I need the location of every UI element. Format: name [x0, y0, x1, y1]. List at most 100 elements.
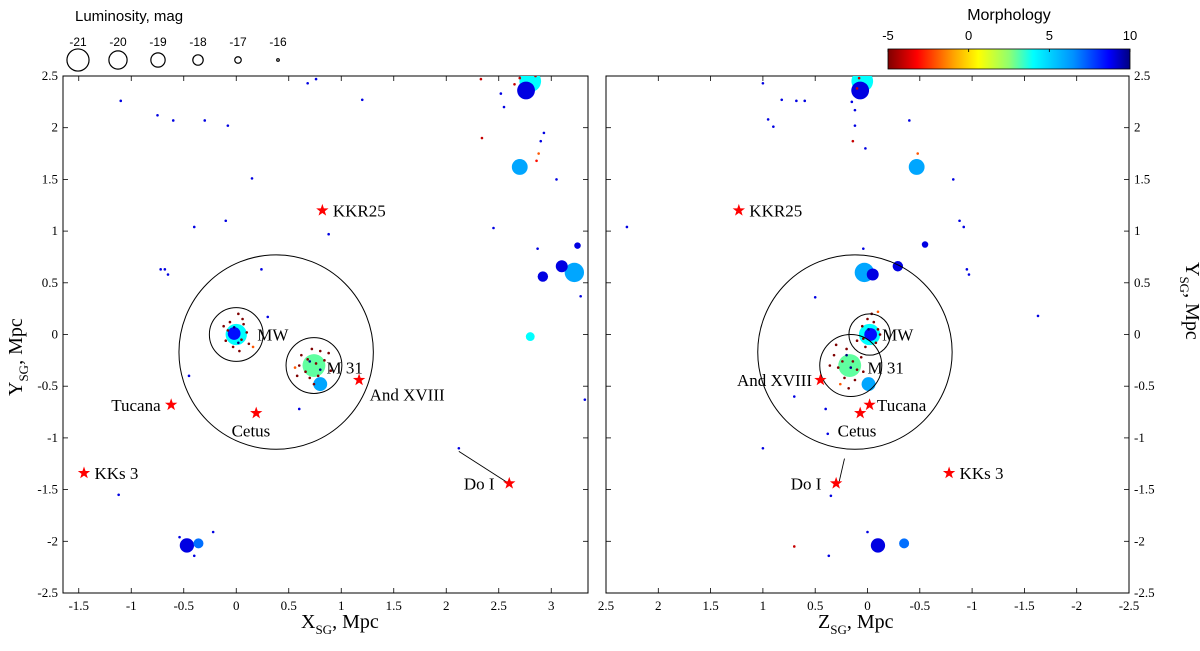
galaxy-point [513, 82, 516, 86]
galaxy-point [836, 366, 840, 369]
galaxy-point [502, 105, 506, 109]
colorbar-title: Morphology [967, 7, 1051, 24]
luminosity-legend-label: -17 [229, 35, 247, 49]
galaxy-point [860, 324, 864, 328]
galaxy-point [916, 152, 920, 155]
connector-line [838, 458, 845, 482]
galaxy-point [457, 446, 461, 450]
galaxy-point [534, 76, 537, 78]
left-x-axis-label: XSG, Mpc [301, 611, 379, 637]
galaxy-point [847, 386, 850, 390]
galaxy-point [241, 317, 244, 321]
x-tick-label: -1.5 [68, 598, 89, 613]
y-tick-label: -2.5 [37, 585, 58, 600]
galaxy-point [853, 124, 857, 127]
galaxy-point [492, 226, 495, 230]
star-marker [854, 406, 867, 419]
galaxy-point [499, 92, 503, 95]
right-x-axis-label: ZSG, Mpc [818, 611, 894, 637]
galaxy-point [159, 268, 162, 271]
galaxy-point [908, 119, 911, 122]
star-label: Do I [464, 474, 495, 493]
galaxy-point [859, 355, 863, 359]
galaxy-point [878, 333, 882, 336]
x-tick-label: -1.5 [1014, 598, 1035, 613]
galaxy-point [251, 345, 255, 349]
y-tick-label: 1.5 [1134, 171, 1150, 186]
x-tick-label: 2.5 [491, 598, 507, 613]
star-label: And XVIII [370, 385, 445, 404]
galaxy-point [583, 398, 587, 401]
galaxy-point [226, 124, 230, 127]
left-panel-xy: -1.5 -1 -0.5 0 0.5 1 1.5 2 2.5 3 -2.5 -2 -1.5 -1 -0.5 0… [5, 68, 589, 637]
galaxy-point [260, 268, 263, 271]
galaxy-point [555, 178, 558, 181]
galaxy-point [826, 432, 830, 436]
y-tick-label: 0 [52, 327, 59, 342]
star-label: KKR25 [749, 201, 802, 220]
y-tick-label: -0.5 [1134, 378, 1155, 393]
colorbar-tick-label: 0 [965, 28, 972, 43]
galaxy-point [841, 360, 844, 363]
galaxy-point [525, 332, 535, 341]
galaxy-point [772, 125, 775, 128]
galaxy-point [232, 325, 236, 329]
galaxy-point [866, 530, 869, 534]
m31-circle [819, 334, 883, 398]
galaxy-point [237, 341, 240, 345]
galaxy-point [323, 359, 326, 362]
galaxy-point [535, 159, 538, 163]
galaxy-point [845, 353, 848, 357]
luminosity-legend-circle [150, 52, 166, 68]
x-tick-label: 2 [655, 598, 662, 613]
galaxy-point [855, 87, 859, 90]
galaxy-point [857, 76, 861, 80]
galaxy-point [224, 339, 228, 343]
galaxy-point [193, 538, 204, 549]
y-tick-label: 2.5 [42, 68, 58, 83]
galaxy-point [517, 81, 535, 100]
luminosity-legend-circle [192, 54, 204, 66]
luminosity-legend-label: -20 [109, 35, 127, 49]
x-tick-label: -0.5 [173, 598, 194, 613]
y-tick-label: -1.5 [37, 482, 58, 497]
y-tick-label: 0 [1134, 327, 1141, 342]
star-marker [814, 373, 827, 386]
galaxy-point [874, 341, 878, 345]
star-label: KKs 3 [95, 464, 139, 483]
galaxy-point [313, 377, 328, 392]
galaxy-point [866, 317, 869, 321]
galaxy-point [156, 113, 159, 117]
star-label: Cetus [232, 422, 271, 441]
y-tick-label: -2 [47, 533, 58, 548]
galaxy-point [314, 362, 318, 365]
x-tick-label: 1 [760, 598, 767, 613]
galaxy-point [222, 324, 225, 328]
galaxy-point [304, 370, 307, 374]
galaxy-point [564, 262, 585, 283]
galaxy-point [864, 328, 878, 341]
galaxy-point [958, 219, 961, 223]
x-tick-label: -1 [967, 598, 978, 613]
colorbar-tick-label: 5 [1046, 28, 1053, 43]
x-tick-label: 0.5 [281, 598, 297, 613]
right-y-axis-label: YSG, Mpc [1177, 262, 1200, 340]
x-tick-label: 0.5 [807, 598, 823, 613]
galaxy-name-label: M 31 [868, 359, 904, 378]
galaxy-point [226, 329, 230, 332]
galaxy-point [579, 294, 582, 298]
y-tick-label: 2.5 [1134, 68, 1150, 83]
galaxy-point [795, 99, 798, 103]
galaxy-point [542, 131, 546, 135]
galaxy-point [327, 351, 330, 355]
y-tick-label: 0.5 [1134, 275, 1150, 290]
galaxy-point [539, 139, 543, 143]
galaxy-point [240, 338, 243, 341]
galaxy-name-label: M 31 [327, 359, 363, 378]
galaxy-point [537, 271, 549, 282]
luminosity-legend-label: -19 [149, 35, 167, 49]
galaxy-point [316, 374, 320, 378]
galaxy-point [766, 118, 770, 121]
luminosity-legend: Luminosity, mag -21 -20 -19 -18 -17 -16 [66, 8, 287, 72]
